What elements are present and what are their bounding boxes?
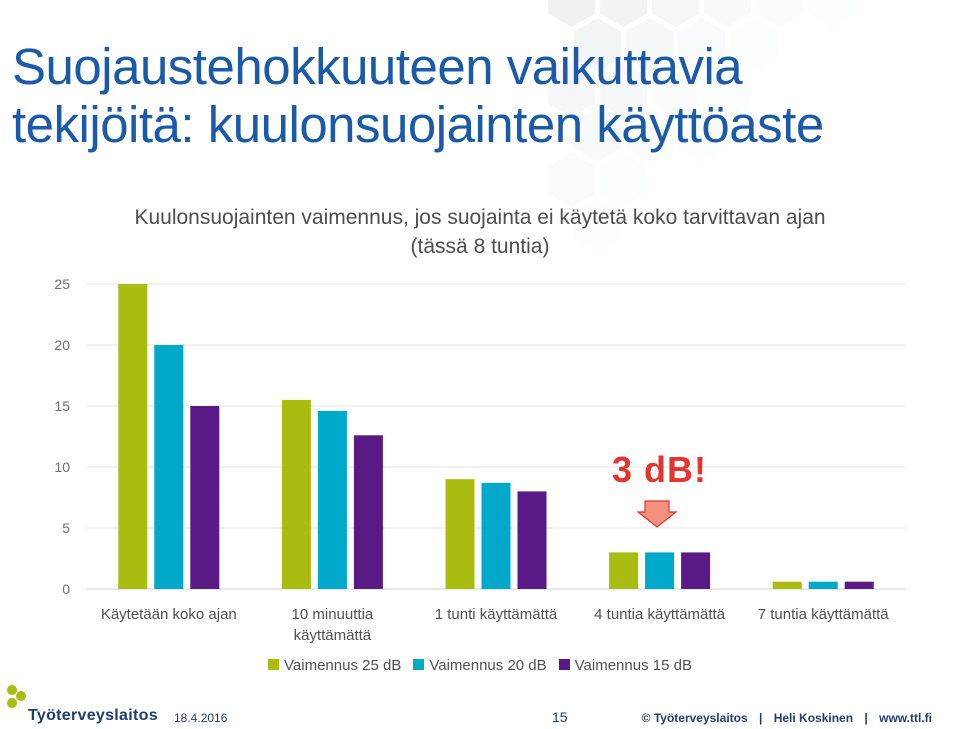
y-tick-label: 10 [54, 459, 70, 475]
bar [681, 552, 711, 589]
bar [517, 491, 547, 589]
bar [808, 581, 838, 589]
decorative-hexagon [652, 0, 699, 27]
bar [353, 435, 383, 589]
bar [645, 552, 675, 589]
footer-author: Heli Koskinen [773, 711, 854, 725]
decorative-hexagon [548, 63, 595, 117]
legend-label: Vaimennus 25 dB [284, 657, 402, 674]
legend-swatch [558, 659, 570, 670]
decorative-hexagon [574, 108, 621, 162]
decorative-hexagon [548, 153, 595, 207]
x-tick-label: 7 tuntia käyttämättä [757, 606, 889, 623]
decorative-hexagon [756, 0, 803, 27]
bar [190, 406, 220, 589]
decorative-hexagon [704, 0, 751, 27]
x-tick-label: Käytetään koko ajan [100, 606, 237, 623]
legend-item: Vaimennus 15 dB [558, 657, 692, 674]
y-tick-label: 25 [54, 276, 70, 292]
decorative-hexagon [600, 63, 647, 117]
bar [481, 482, 511, 589]
decorative-hexagon [626, 108, 673, 162]
bar [445, 479, 475, 589]
decorative-hexagon [626, 18, 673, 72]
footer-credits: © Työterveyslaitos | Heli Koskinen | www… [638, 711, 936, 725]
x-tick-label: 4 tuntia käyttämättä [594, 606, 726, 623]
decorative-hexagon [548, 0, 595, 27]
footer-separator: | [864, 711, 868, 725]
y-tick-label: 15 [54, 398, 70, 414]
footer-copyright: © Työterveyslaitos [641, 711, 748, 725]
chart-legend: Vaimennus 25 dB Vaimennus 20 dB Vaimennus … [0, 657, 960, 674]
legend-item: Vaimennus 20 dB [413, 657, 547, 674]
bar [772, 581, 802, 589]
bar [154, 345, 184, 589]
company-logo-icon [7, 685, 26, 708]
bar [118, 284, 148, 589]
y-tick-label: 20 [54, 337, 70, 353]
down-arrow-icon [636, 500, 678, 528]
chart-title: Kuulonsuojainten vaimennus, jos suojaint… [134, 206, 826, 258]
decorative-hexagon [574, 18, 621, 72]
decorative-hexagon [600, 0, 647, 27]
legend-swatch [413, 659, 425, 670]
bar [317, 410, 347, 589]
y-tick-label: 0 [62, 581, 70, 597]
footer-date: 18.4.2016 [174, 711, 228, 725]
page-number: 15 [552, 709, 568, 725]
footer-separator: | [759, 711, 763, 725]
decorative-hexagon [652, 63, 699, 117]
y-tick-label: 5 [62, 520, 70, 536]
chart-annotation: 3 dB! [612, 449, 707, 490]
footer-website[interactable]: www.ttl.fi [879, 711, 932, 725]
bar [609, 552, 639, 589]
bar [281, 399, 311, 589]
legend-label: Vaimennus 15 dB [574, 657, 692, 674]
bar [844, 581, 874, 589]
x-tick-label: 1 tunti käyttämättä [434, 606, 558, 623]
slide-title: Suojaustehokkuuteen vaikuttavia tekijöit… [12, 38, 824, 153]
decorative-hexagon [678, 18, 725, 72]
x-tick-label: 10 minuuttia käyttämättä [291, 606, 374, 644]
legend-label: Vaimennus 20 dB [429, 657, 547, 674]
legend-item: Vaimennus 25 dB [268, 657, 401, 674]
legend-swatch [268, 659, 280, 670]
company-logo-text: Työterveyslaitos [28, 707, 158, 724]
